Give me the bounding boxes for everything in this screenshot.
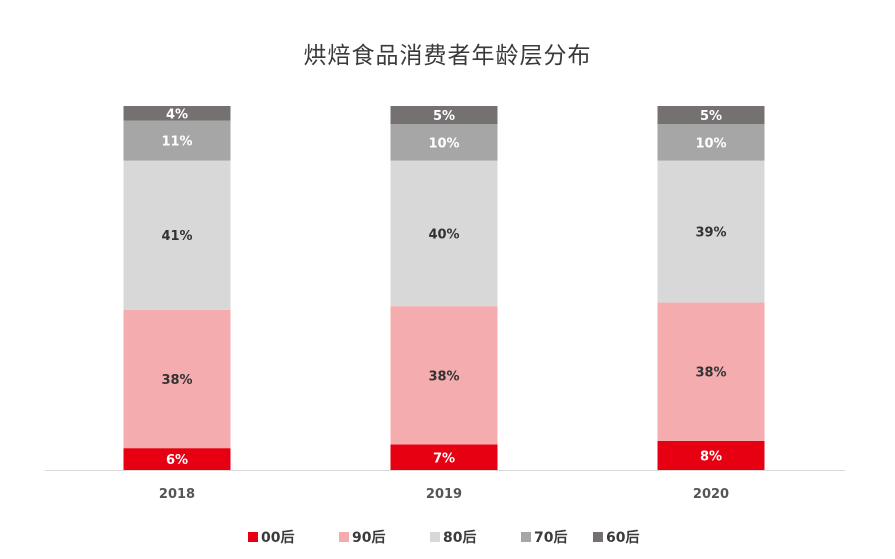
bar-segment-2020-s2	[657, 160, 765, 303]
legend-label-s1: 90后	[352, 529, 385, 546]
data-label-2018-s2: 41%	[161, 229, 192, 244]
bar-segment-2020-s4	[657, 106, 765, 125]
bar-segment-2018-s2	[123, 160, 231, 310]
bar-segment-2018-s3	[123, 120, 231, 161]
bar-segment-2019-s4	[390, 106, 498, 125]
bar-segment-2018-s1	[123, 309, 231, 449]
data-label-2020-s4: 5%	[700, 109, 722, 124]
data-label-2018-s4: 4%	[166, 107, 188, 122]
legend-swatch-s2	[430, 532, 440, 542]
legend-swatch-s0	[248, 532, 258, 542]
legend: 00后 90后 80后 70后 60后	[248, 529, 639, 546]
data-label-2018-s3: 11%	[161, 135, 192, 150]
bar-segment-2019-s3	[390, 124, 498, 161]
legend-label-s0: 00后	[261, 529, 294, 546]
bar-segment-2019-s0	[390, 444, 498, 470]
data-label-2019-s1: 38%	[428, 369, 459, 384]
legend-label-s4: 60后	[606, 529, 639, 546]
bar-segment-2020-s0	[657, 440, 765, 470]
data-label-2020-s2: 39%	[695, 226, 726, 241]
data-label-2019-s3: 10%	[428, 136, 459, 151]
legend-label-s2: 80后	[443, 529, 476, 546]
bars-group: 6% 38% 41% 11% 4% 7% 38% 40% 10% 5% 8% 38% 39% 10% 5%	[123, 106, 765, 470]
bar-segment-2020-s1	[657, 302, 765, 441]
bar-segment-2018-s4	[123, 106, 231, 121]
bar-segment-2018-s0	[123, 448, 231, 470]
data-label-2020-s3: 10%	[695, 136, 726, 151]
x-axis: 2018 2019 2020	[45, 470, 845, 502]
x-tick-label-2018: 2018	[159, 487, 195, 502]
x-tick-label-2019: 2019	[426, 487, 462, 502]
data-label-2020-s1: 38%	[695, 366, 726, 381]
legend-swatch-s1	[339, 532, 349, 542]
data-label-2020-s0: 8%	[700, 449, 722, 464]
legend-label-s3: 70后	[534, 529, 567, 546]
bar-segment-2019-s1	[390, 306, 498, 445]
bar-segment-2019-s2	[390, 160, 498, 307]
x-tick-label-2020: 2020	[693, 487, 729, 502]
legend-swatch-s4	[593, 532, 603, 542]
data-label-2019-s0: 7%	[433, 451, 455, 466]
bar-segment-2020-s3	[657, 124, 765, 161]
data-label-2018-s0: 6%	[166, 453, 188, 468]
legend-swatch-s3	[521, 532, 531, 542]
data-label-2018-s1: 38%	[161, 373, 192, 388]
chart-title: 烘焙食品消费者年龄层分布	[303, 43, 592, 69]
data-label-2019-s2: 40%	[428, 227, 459, 242]
data-label-2019-s4: 5%	[433, 109, 455, 124]
